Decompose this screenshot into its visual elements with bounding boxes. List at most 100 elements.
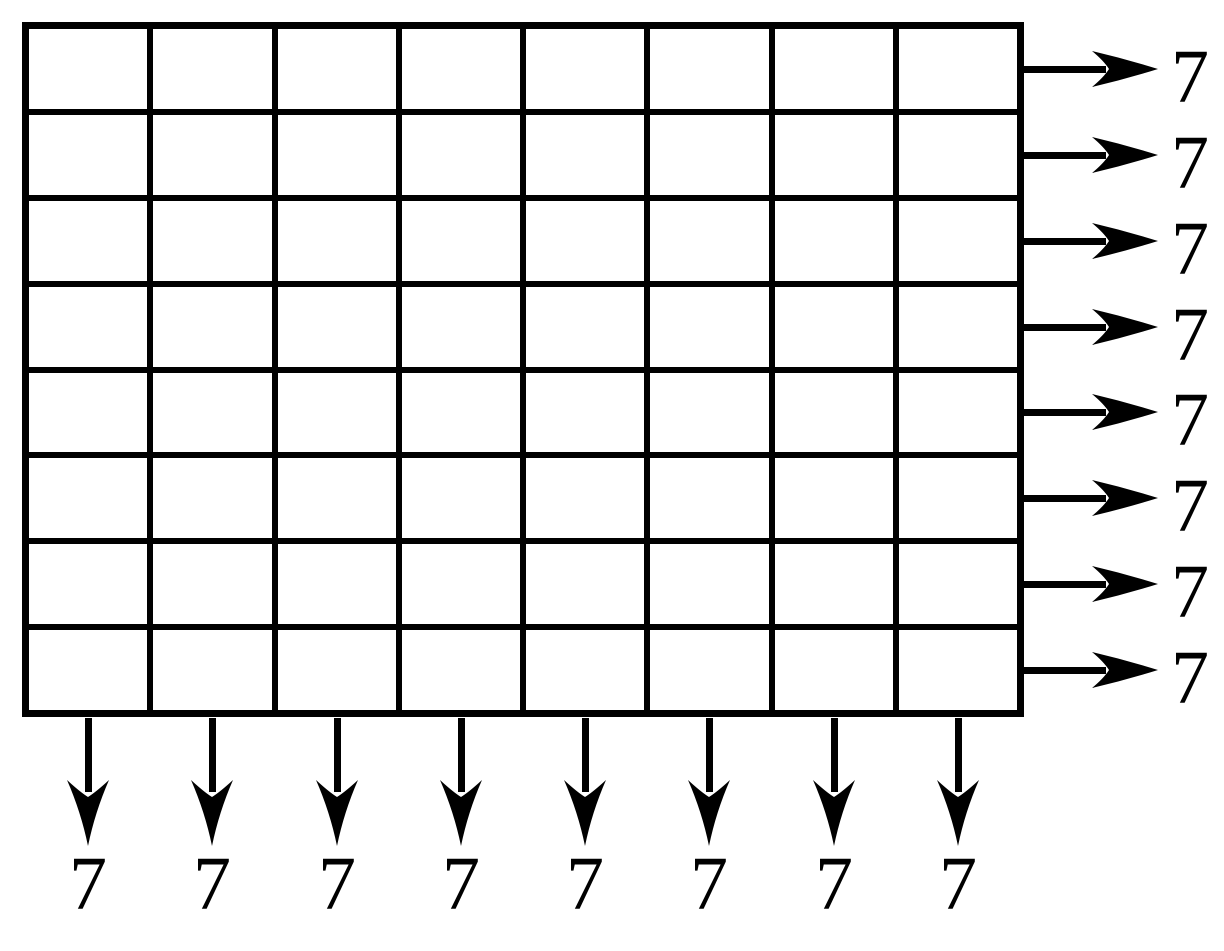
right-arrow-icon [1022, 309, 1158, 345]
down-arrow-icon [67, 718, 109, 846]
right-arrow-icon [1022, 652, 1158, 688]
right-arrow-icon [1022, 51, 1158, 87]
arrow-shaft [85, 718, 92, 792]
grid-cell [277, 458, 396, 539]
grid-cell [898, 29, 1017, 109]
arrow-head [1092, 480, 1158, 516]
grid-cell [650, 630, 769, 710]
grid-cell [898, 544, 1017, 625]
row-sum-label: 7 [1171, 207, 1209, 291]
grid-cell [153, 630, 272, 710]
grid-cell [774, 630, 893, 710]
down-arrow-icon [191, 718, 233, 846]
arrow-head [813, 780, 855, 846]
grid-cell [774, 372, 893, 453]
arrow-head [1092, 137, 1158, 173]
grid-cell [526, 114, 645, 195]
grid-cell [29, 286, 148, 367]
grid-cell [277, 286, 396, 367]
grid-cell [401, 286, 520, 367]
grid-cell [526, 544, 645, 625]
arrow-shaft [1022, 495, 1106, 502]
arrow-shaft [1022, 152, 1106, 159]
arrow-head [1092, 51, 1158, 87]
grid-cell [774, 200, 893, 281]
row-sum-label: 7 [1171, 293, 1209, 377]
down-arrow-icon [440, 718, 482, 846]
arrow-shaft [1022, 324, 1106, 331]
arrow-shaft [458, 718, 465, 792]
arrow-head [688, 780, 730, 846]
row-sum-label: 7 [1171, 35, 1209, 119]
grid-cell [774, 458, 893, 539]
grid-cell [153, 114, 272, 195]
grid-cell [898, 630, 1017, 710]
grid-cell [774, 29, 893, 109]
grid-cell [898, 114, 1017, 195]
grid-cell [401, 29, 520, 109]
grid-cell [29, 372, 148, 453]
grid-cell [29, 630, 148, 710]
grid-cell [526, 286, 645, 367]
arrow-head [316, 780, 358, 846]
grid-cell [277, 372, 396, 453]
row-sum-label: 7 [1171, 378, 1209, 462]
grid-cell [650, 114, 769, 195]
grid-cell [153, 544, 272, 625]
down-arrow-icon [937, 718, 979, 846]
arrow-shaft [209, 718, 216, 792]
grid-cell [277, 114, 396, 195]
grid [22, 22, 1024, 717]
arrow-shaft [582, 718, 589, 792]
grid-cell [153, 200, 272, 281]
grid-cell [401, 630, 520, 710]
arrow-shaft [706, 718, 713, 792]
grid-cell [401, 458, 520, 539]
grid-cell [401, 200, 520, 281]
grid-cell [277, 29, 396, 109]
grid-cell [277, 630, 396, 710]
grid-cell [898, 286, 1017, 367]
grid-cell [898, 372, 1017, 453]
down-arrow-icon [688, 718, 730, 846]
grid-cell [898, 458, 1017, 539]
right-arrow-icon [1022, 394, 1158, 430]
grid-cell [401, 114, 520, 195]
down-arrow-icon [564, 718, 606, 846]
grid-cell [401, 544, 520, 625]
grid-cell [153, 372, 272, 453]
column-sum-label: 7 [939, 842, 977, 926]
grid-cell [153, 458, 272, 539]
right-arrow-icon [1022, 137, 1158, 173]
column-sum-label: 7 [318, 842, 356, 926]
arrow-shaft [1022, 581, 1106, 588]
grid-cell [650, 29, 769, 109]
grid-cell [29, 114, 148, 195]
column-sum-label: 7 [442, 842, 480, 926]
arrow-head [1092, 309, 1158, 345]
column-sum-label: 7 [815, 842, 853, 926]
grid-cell [774, 114, 893, 195]
column-sum-label: 7 [690, 842, 728, 926]
arrow-shaft [1022, 667, 1106, 674]
grid-cell [526, 458, 645, 539]
right-arrow-icon [1022, 566, 1158, 602]
grid-cell [650, 544, 769, 625]
grid-cell [277, 544, 396, 625]
grid-cell [898, 200, 1017, 281]
arrow-shaft [955, 718, 962, 792]
arrow-head [1092, 394, 1158, 430]
row-sum-label: 7 [1171, 550, 1209, 634]
arrow-head [1092, 652, 1158, 688]
grid-cell [526, 372, 645, 453]
arrow-head [67, 780, 109, 846]
column-sum-label: 7 [69, 842, 107, 926]
arrow-shaft [1022, 409, 1106, 416]
arrow-head [937, 780, 979, 846]
grid-cell [277, 200, 396, 281]
grid-cell [153, 286, 272, 367]
down-arrow-icon [316, 718, 358, 846]
grid-cell [29, 200, 148, 281]
grid-cell [650, 200, 769, 281]
arrow-head [1092, 566, 1158, 602]
